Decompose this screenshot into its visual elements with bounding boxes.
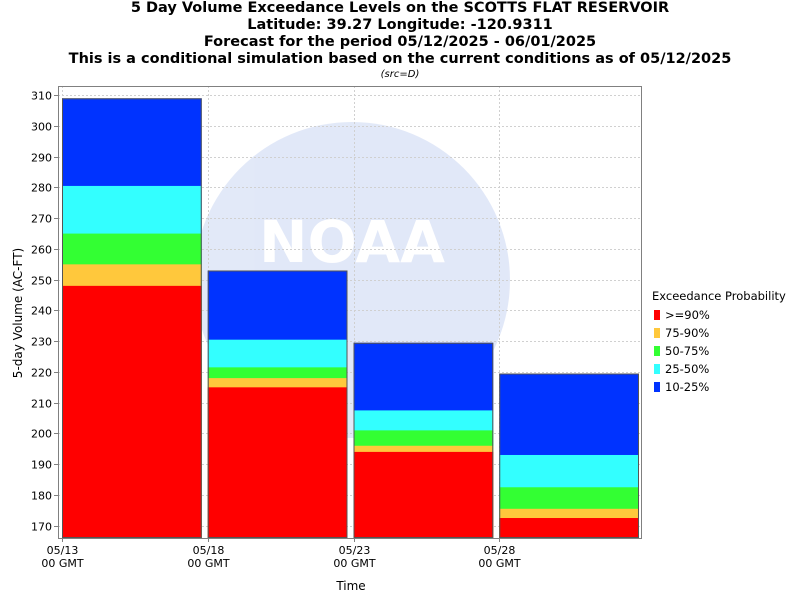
y-tick-label: 240: [31, 305, 52, 318]
legend-swatch: [654, 364, 660, 374]
y-tick-label: 230: [31, 336, 52, 349]
y-tick-label: 180: [31, 490, 52, 503]
bar-05-13-series-0: [62, 285, 202, 538]
y-tick-label: 220: [31, 367, 52, 380]
bar-outline: [353, 342, 494, 538]
plot-frame: [58, 86, 642, 539]
legend-swatch: [654, 346, 660, 356]
bar-outline: [499, 373, 639, 539]
legend-items: >=90% 75-90% 50-75% 25-50% 10-25%: [652, 306, 786, 396]
x-tick-label-date: 05/28: [484, 544, 516, 557]
legend-item: 75-90%: [654, 324, 786, 342]
x-tick-label-gmt: 00 GMT: [478, 557, 521, 570]
legend-label: 75-90%: [665, 326, 710, 340]
chart-titles: 5 Day Volume Exceedance Levels on the SC…: [0, 0, 800, 81]
legend-swatch: [654, 382, 660, 392]
chart-title-line-4: This is a conditional simulation based o…: [68, 51, 732, 67]
y-axis: 170 180 190 200 210 220 230 240 250 260 270 280 290 3…: [31, 90, 58, 534]
legend-item: 50-75%: [654, 342, 786, 360]
x-tick-label-date: 05/18: [193, 544, 225, 557]
legend-item: >=90%: [654, 306, 786, 324]
y-axis-label: 5-day Volume (AC-FT): [11, 248, 25, 378]
x-tick-label-gmt: 00 GMT: [41, 557, 84, 570]
legend: Exceedance Probability >=90% 75-90% 50-75%…: [652, 289, 786, 396]
legend-item: 10-25%: [654, 378, 786, 396]
bar-05-28-series-0: [499, 518, 639, 538]
legend-label: 50-75%: [665, 344, 710, 358]
bar-outline: [207, 270, 348, 538]
chart-subtitle: (src=D): [380, 69, 420, 80]
legend-label: >=90%: [665, 308, 710, 322]
y-tick-label: 280: [31, 182, 52, 195]
y-tick-label: 300: [31, 121, 52, 134]
y-tick-label: 200: [31, 428, 52, 441]
legend-swatch: [654, 310, 660, 320]
bars-group: [62, 98, 639, 539]
x-tick-label-gmt: 00 GMT: [187, 557, 230, 570]
y-tick-label: 250: [31, 275, 52, 288]
y-tick-label: 260: [31, 244, 52, 257]
legend-swatch: [654, 328, 660, 338]
legend-title: Exceedance Probability: [652, 289, 786, 303]
x-tick-label-date: 05/13: [47, 544, 79, 557]
bar-05-18-series-0: [207, 387, 348, 538]
y-tick-label: 190: [31, 459, 52, 472]
y-tick-label: 270: [31, 213, 52, 226]
y-tick-label: 210: [31, 398, 52, 411]
x-axis-label: Time: [335, 579, 365, 593]
y-tick-label: 310: [31, 90, 52, 103]
x-tick-label-gmt: 00 GMT: [333, 557, 376, 570]
chart-title-line-3: Forecast for the period 05/12/2025 - 06/…: [203, 34, 597, 50]
x-tick-label-date: 05/23: [339, 544, 371, 557]
legend-label: 10-25%: [665, 380, 710, 394]
watermark-text: NOAA: [259, 208, 445, 276]
legend-item: 25-50%: [654, 360, 786, 378]
y-tick-label: 170: [31, 521, 52, 534]
chart-title-line-1: 5 Day Volume Exceedance Levels on the SC…: [130, 0, 670, 16]
bar-05-23-series-0: [353, 451, 494, 538]
bar-outline: [62, 98, 202, 538]
y-tick-label: 290: [31, 152, 52, 165]
legend-label: 25-50%: [665, 362, 710, 376]
chart-title-line-2: Latitude: 39.27 Longitude: -120.9311: [247, 17, 553, 33]
